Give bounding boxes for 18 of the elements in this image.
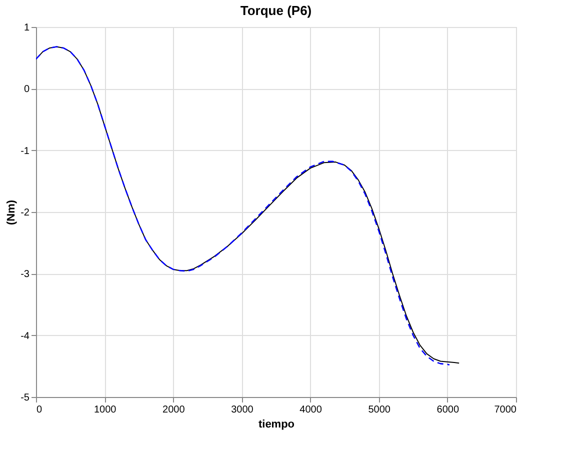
y-tick-label: -3 — [20, 269, 30, 280]
y-tick-label: 0 — [24, 84, 30, 96]
x-axis-title: tiempo — [258, 418, 295, 430]
x-tick-label: 4000 — [300, 404, 322, 416]
x-tick-label: 0 — [36, 404, 42, 416]
x-tick-label: 2000 — [162, 404, 186, 416]
y-tick-label: -5 — [20, 392, 30, 404]
y-axis-title: (Nm) — [6, 200, 18, 226]
y-tick-label: -2 — [20, 208, 30, 218]
x-tick-label: 6000 — [436, 404, 460, 416]
chart-title: Torque (P6) — [240, 3, 312, 18]
y-tick-label: -1 — [20, 146, 30, 157]
x-tick-label: 3000 — [231, 404, 254, 416]
x-tick-label: 1000 — [94, 404, 117, 416]
y-tick-label: 1 — [24, 22, 30, 34]
x-tick-label: 7000 — [494, 404, 517, 416]
y-tick-label: -4 — [20, 330, 30, 342]
x-tick-label: 5000 — [368, 404, 391, 416]
